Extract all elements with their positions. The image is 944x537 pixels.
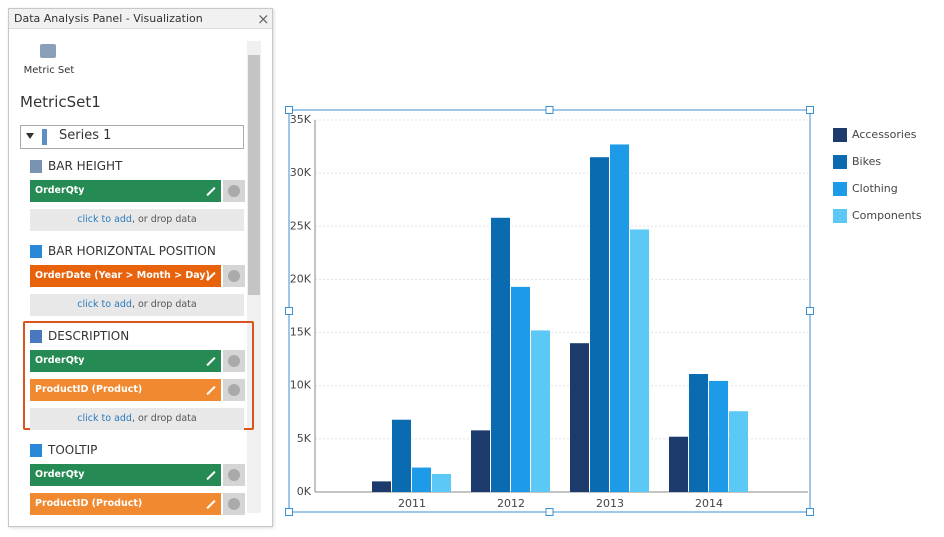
data-analysis-panel: Data Analysis Panel - Visualization × Me… xyxy=(8,8,273,527)
resize-handle xyxy=(545,106,554,114)
metric-set-icon[interactable] xyxy=(40,44,56,58)
bar xyxy=(669,436,688,492)
bar xyxy=(689,374,708,492)
bar xyxy=(372,481,391,492)
bar xyxy=(432,473,451,492)
y-tick-label: 35K xyxy=(290,113,312,126)
bar xyxy=(570,343,589,492)
x-tick-label: 2013 xyxy=(596,497,624,510)
section-heading: DESCRIPTION xyxy=(48,329,130,343)
resize-handle xyxy=(806,508,814,516)
y-tick-label: 10K xyxy=(290,379,312,392)
add-link[interactable]: click to add xyxy=(77,413,132,424)
bar xyxy=(610,144,629,492)
field-pill[interactable]: OrderQty xyxy=(30,180,221,202)
bar xyxy=(412,467,431,492)
y-tick-label: 25K xyxy=(290,219,312,232)
section-icon xyxy=(30,245,42,258)
legend-label: Bikes xyxy=(852,155,881,168)
remove-button[interactable] xyxy=(223,350,245,372)
field-pill[interactable]: OrderDate (Year > Month > Day) xyxy=(30,265,221,287)
bar xyxy=(491,217,510,493)
close-button[interactable]: × xyxy=(257,10,270,28)
legend-label: Accessories xyxy=(852,128,917,141)
bar xyxy=(630,229,649,492)
resize-handle xyxy=(285,508,293,516)
legend-swatch xyxy=(833,182,847,196)
x-tick-label: 2014 xyxy=(695,497,723,510)
remove-button[interactable] xyxy=(223,379,245,401)
legend-label: Clothing xyxy=(852,182,898,195)
resize-handle xyxy=(285,106,293,114)
resize-handle xyxy=(806,307,814,315)
section-icon xyxy=(30,444,42,457)
series-dropdown[interactable] xyxy=(20,125,244,149)
bar xyxy=(729,411,748,492)
resize-handle xyxy=(285,307,293,315)
series-icon xyxy=(42,129,47,145)
drop-zone: click to add, or drop data xyxy=(30,408,244,430)
field-pill[interactable]: OrderQty xyxy=(30,464,221,486)
remove-button[interactable] xyxy=(223,464,245,486)
y-tick-label: 5K xyxy=(297,432,312,445)
bar xyxy=(709,380,728,492)
resize-handle xyxy=(806,106,814,114)
bar xyxy=(392,419,411,492)
drop-zone: click to add, or drop data xyxy=(30,294,244,316)
drop-hint: , or drop data xyxy=(131,413,197,424)
field-pill[interactable]: ProductID (Product) xyxy=(30,379,221,401)
drop-hint: , or drop data xyxy=(131,214,197,225)
remove-button[interactable] xyxy=(223,493,245,515)
legend-swatch xyxy=(833,209,847,223)
metric-set-name: MetricSet1 xyxy=(20,93,101,111)
drop-zone: click to add, or drop data xyxy=(30,209,244,231)
bar xyxy=(511,286,530,492)
bar xyxy=(531,330,550,492)
y-tick-label: 30K xyxy=(290,166,312,179)
remove-button[interactable] xyxy=(223,265,245,287)
section-icon xyxy=(30,160,42,173)
legend-swatch xyxy=(833,128,847,142)
field-pill[interactable]: ProductID (Product) xyxy=(30,493,221,515)
legend-label: Components xyxy=(852,209,922,222)
scrollbar-thumb[interactable] xyxy=(248,55,260,295)
y-tick-label: 0K xyxy=(297,485,312,498)
remove-button[interactable] xyxy=(223,180,245,202)
legend-swatch xyxy=(833,155,847,169)
resize-handle xyxy=(545,508,554,516)
section-heading: BAR HEIGHT xyxy=(48,159,123,173)
x-tick-label: 2011 xyxy=(398,497,426,510)
section-heading: BAR HORIZONTAL POSITION xyxy=(48,244,216,258)
add-link[interactable]: click to add xyxy=(77,214,132,225)
metric-set-button[interactable]: Metric Set xyxy=(23,65,75,76)
bar xyxy=(471,430,490,492)
y-tick-label: 15K xyxy=(290,326,312,339)
field-pill[interactable]: OrderQty xyxy=(30,350,221,372)
add-link[interactable]: click to add xyxy=(77,299,132,310)
dropdown-arrow xyxy=(26,133,34,139)
y-tick-label: 20K xyxy=(290,272,312,285)
panel-title: Data Analysis Panel - Visualization xyxy=(9,9,272,29)
bar xyxy=(590,157,609,492)
x-tick-label: 2012 xyxy=(497,497,525,510)
drop-hint: , or drop data xyxy=(131,299,197,310)
series-name: Series 1 xyxy=(59,128,112,143)
section-heading: TOOLTIP xyxy=(48,443,98,457)
section-icon xyxy=(30,330,42,343)
